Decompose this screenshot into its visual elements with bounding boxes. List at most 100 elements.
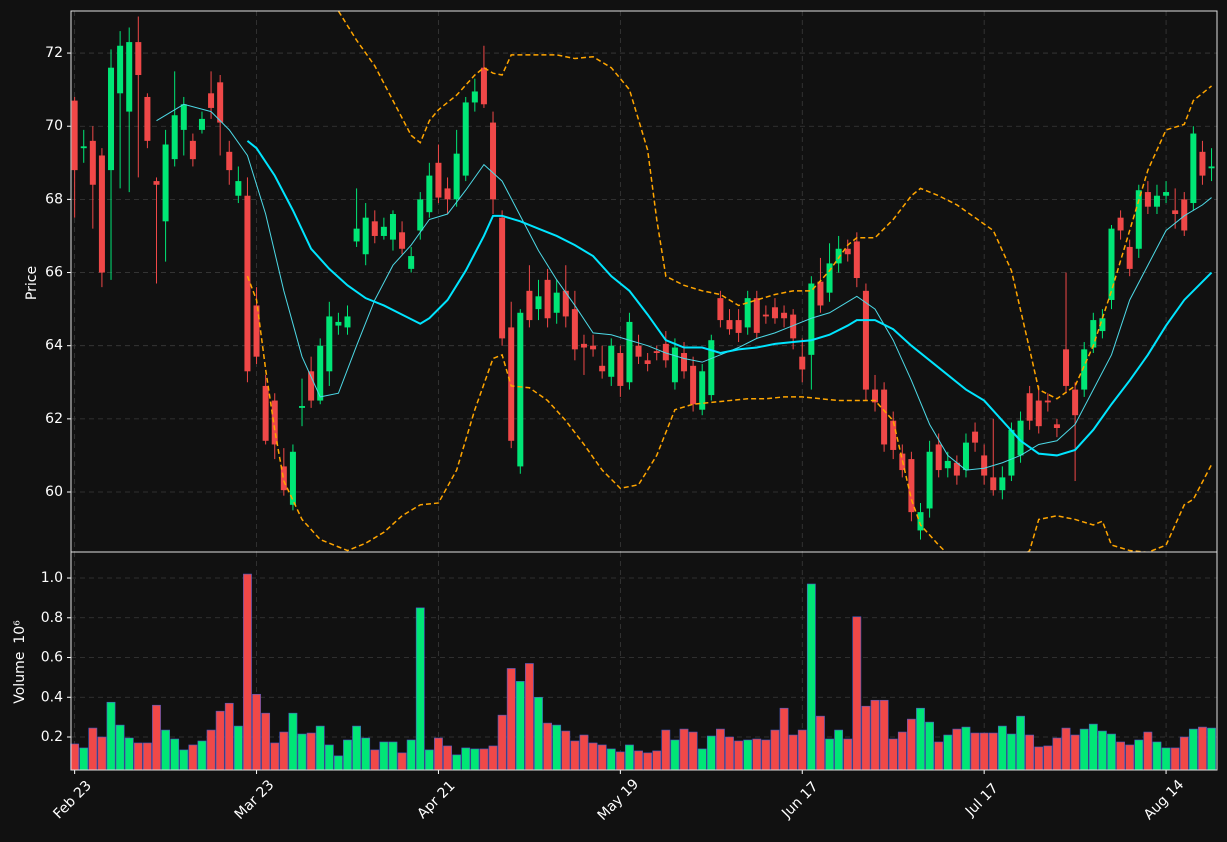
volume-bar [1016,715,1025,771]
candle-body [826,263,833,293]
volume-bar [397,752,407,771]
candle-body [453,153,460,200]
y-tick-label: 0.6 [41,650,63,666]
candle-body [699,371,706,410]
candle-body [1199,151,1206,176]
volume-bar [133,742,143,771]
candle-body [681,353,688,372]
volume-bar [625,744,634,771]
volume-bar [197,740,207,771]
candle-body [326,316,333,372]
volume-bar [679,728,689,771]
volume-bar [497,714,507,771]
candle-body [389,214,396,240]
candle-body [499,217,506,339]
volume-frame [70,551,1218,771]
candle-body [353,228,360,242]
candle-body [280,466,287,491]
candle-body [790,314,797,339]
volume-bar [1098,730,1107,771]
candle-body [999,477,1006,491]
candle-body [335,321,342,326]
candle-body [962,442,969,471]
volume-bar [725,736,734,771]
volume-bar [97,736,107,771]
y-axis-label: Price [24,266,40,300]
volume-bar [379,741,389,771]
candle-body [226,151,233,171]
volume-bar [552,724,562,771]
volume-bar [1107,733,1116,771]
volume-bar [215,710,225,771]
candle-body [262,385,269,441]
volume-bar [443,745,452,771]
candle-body [289,451,296,505]
volume-bar [988,732,998,771]
volume-bar [934,741,944,771]
candle-body [126,42,133,112]
volume-bar [852,616,862,771]
y-tick-label: 72 [45,45,63,61]
volume-bar [252,693,261,771]
volume-bar [179,749,189,771]
candle-body [1126,246,1133,269]
volume-bar [1125,744,1135,771]
candle-body [908,459,915,513]
volume-bar [161,729,170,771]
volume-bar [243,573,252,771]
candle-body [371,221,378,236]
candle-body [726,320,733,330]
volume-bar [461,747,471,771]
candle-body [80,146,87,149]
candle-body [781,312,788,319]
volume-bar [297,733,307,771]
volume-bar [825,738,834,771]
candle-body [590,345,597,350]
candle-body [762,314,769,317]
candle-body [744,298,751,328]
y-tick-label: 0.4 [41,689,63,705]
volume-bar [388,741,398,771]
candle-body [89,140,96,185]
volume-bar [788,734,798,771]
volume-bar [952,728,962,771]
y-tick-label: 0.8 [41,610,63,626]
candle-body [599,365,606,372]
volume-bar [543,722,552,771]
volume-bar [261,712,271,771]
indicator-line [246,140,1213,457]
volume-bar [570,740,580,771]
volume-bar [79,747,89,771]
candle-body [1190,133,1197,204]
candle-body [817,281,824,306]
candle-body [244,195,251,372]
candle-body [517,312,524,467]
volume-bar [1134,739,1144,771]
candle-body [162,144,169,222]
volume-bar [843,738,853,771]
indicator-line [156,103,1212,471]
candle-body [808,283,815,355]
y-tick-label: 68 [45,191,63,207]
candle-body [508,327,515,441]
candle-body [380,226,387,236]
volume-bar [1188,728,1198,771]
volume-bar [561,730,571,771]
volume-bar [779,707,789,771]
volume-bar [943,734,953,771]
y-tick-label: 64 [45,338,63,354]
candle-body [1026,393,1033,421]
volume-bar [897,731,907,771]
y-tick-label: 1.0 [41,570,63,586]
candle-body [444,188,451,200]
candle-body [926,451,933,509]
candle-body [544,279,551,319]
volume-bar [406,739,416,771]
volume-bar [370,749,380,771]
volume-bar [115,724,125,771]
volume-bar [352,725,361,771]
volume-bar [334,755,343,771]
volume-label: Volume [12,652,28,704]
candle-body [944,460,951,469]
volume-bar [634,750,643,771]
